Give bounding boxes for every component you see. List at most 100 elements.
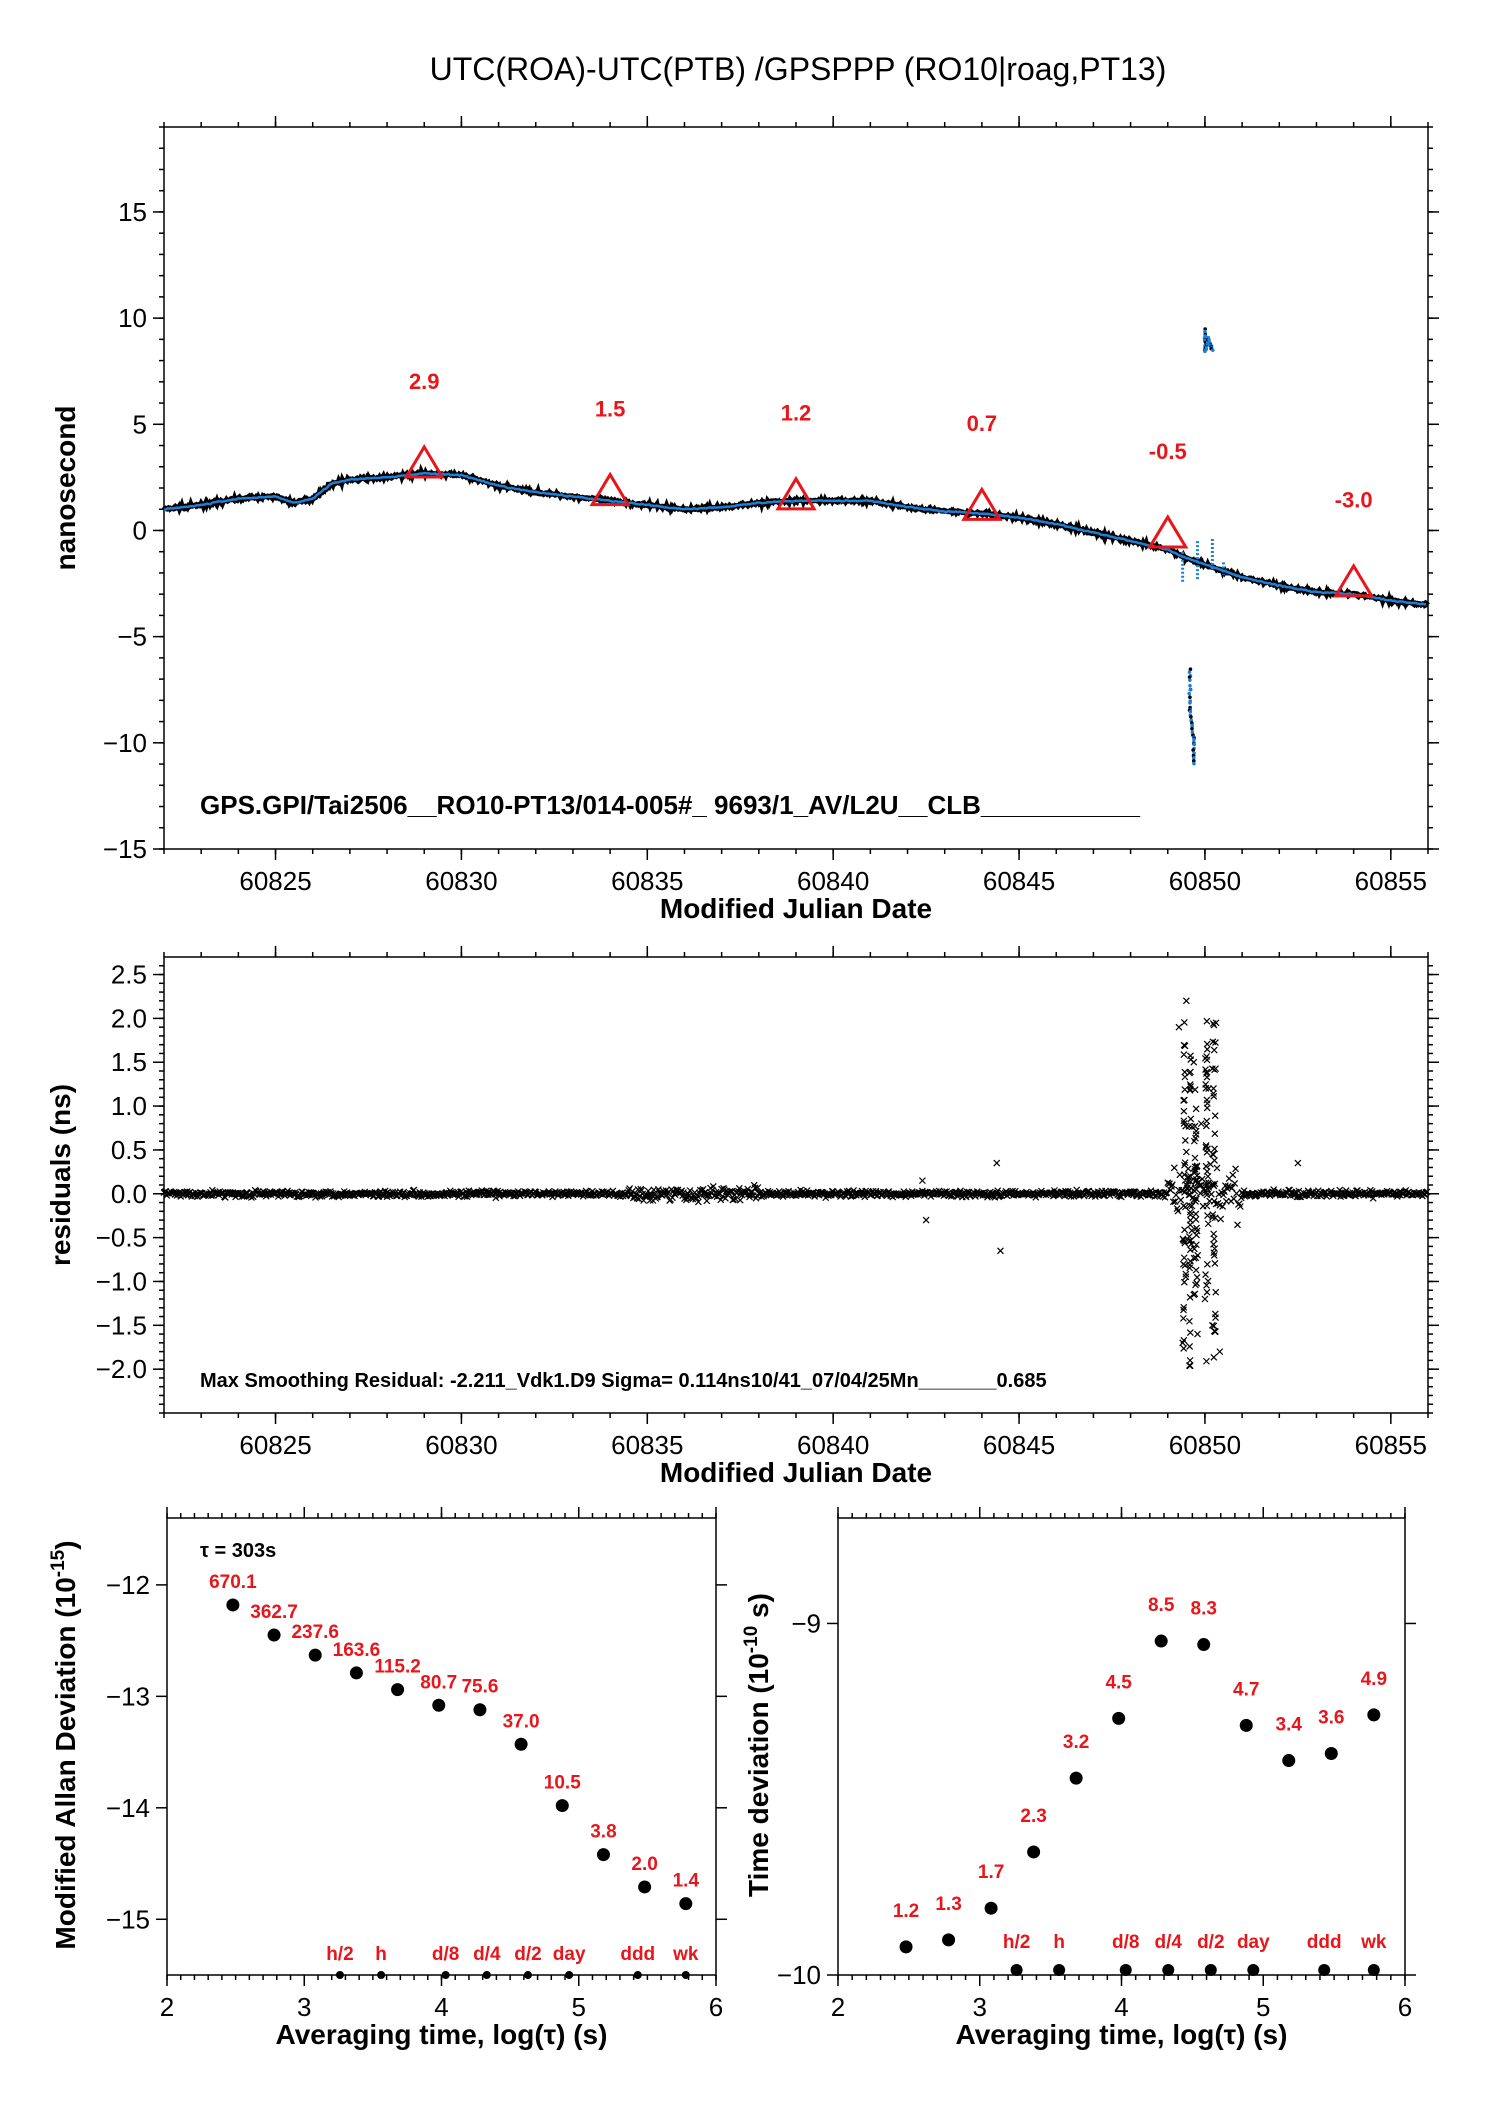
excursion-point (1188, 667, 1193, 672)
mdev-point (514, 1737, 528, 1751)
y-tick-label: −15 (103, 834, 147, 864)
scale-mark-dot (1204, 1964, 1217, 1976)
excursion-point (1188, 709, 1193, 714)
tdev-value-label: 4.5 (1105, 1672, 1132, 1693)
x-tick-label: 6 (709, 1992, 723, 2022)
residual-outlier-cluster (1179, 1017, 1220, 1370)
scale-mark-dot (377, 1971, 386, 1979)
scale-mark-dot (335, 1971, 344, 1979)
residual-outlier (1182, 997, 1190, 1005)
scale-mark-label: d/2 (514, 1944, 541, 1965)
y-tick-label: −9 (791, 1608, 821, 1638)
y-tick-label: 0.5 (111, 1135, 147, 1165)
tdev-value-label: 2.3 (1020, 1806, 1046, 1827)
scale-mark-dot (1119, 1964, 1132, 1976)
scale-mark-label: ddd (620, 1944, 655, 1965)
mdev-value-label: 1.4 (673, 1871, 700, 1892)
y-tick-label: −14 (106, 1793, 150, 1823)
excursion-point (1187, 691, 1192, 696)
tdev-point (942, 1933, 956, 1947)
excursion-point (1187, 670, 1192, 674)
tdev-value-label: 8.5 (1148, 1595, 1175, 1616)
scale-mark-label: h (1053, 1932, 1065, 1953)
y-tick-label: −5 (117, 622, 147, 652)
x-tick-label: 60825 (239, 1430, 311, 1460)
y-tick-label: 0 (133, 515, 147, 545)
x-tick-label: 4 (434, 1992, 448, 2022)
x-tick-label: 2 (831, 1992, 845, 2022)
excursion-point (1204, 347, 1208, 351)
residual-outlier (1194, 1330, 1201, 1338)
marker-label: 2.9 (409, 369, 440, 394)
excursion-point (1211, 348, 1215, 352)
tau-note: τ = 303s (200, 1540, 276, 1562)
x-tick-label: 60840 (797, 1430, 869, 1460)
tdev-point (1154, 1634, 1168, 1648)
mdev-value-label: 670.1 (209, 1572, 257, 1593)
scale-mark-dot (441, 1971, 450, 1979)
triangle-marker (403, 444, 445, 479)
y-tick-label: 0.0 (111, 1179, 147, 1209)
excursion-point (1191, 748, 1195, 752)
mdev-value-label: 362.7 (250, 1602, 298, 1623)
residual-outlier (1208, 1321, 1216, 1329)
mdev-value-label: 163.6 (333, 1640, 381, 1661)
residual-noise-band (160, 1160, 1431, 1229)
y-tick-label: 2.0 (111, 1003, 147, 1033)
scale-mark-label: d/4 (1155, 1932, 1183, 1953)
x-tick-label: 60835 (611, 866, 683, 896)
mdev-point (226, 1598, 240, 1612)
mdev-value-label: 10.5 (544, 1773, 581, 1794)
y-axis-label: Modified Allan Deviation (10-15) (48, 1540, 81, 1949)
mdev-panel: 2 3 4 5 6 −15 −14 −13 −12 Averaging time, log(τ) … (48, 1507, 727, 2050)
excursion-point (1188, 701, 1192, 705)
y-tick-label: 5 (133, 409, 147, 439)
excursion-point (1190, 726, 1194, 731)
scale-mark-dot (523, 1971, 532, 1979)
x-tick-label: 60825 (239, 866, 311, 896)
triangle-marker (1333, 562, 1375, 598)
scale-mark-label: wk (1360, 1932, 1387, 1953)
tdev-value-label: 4.9 (1361, 1669, 1387, 1690)
y-tick-label: 15 (118, 197, 147, 227)
tdev-value-label: 1.7 (978, 1862, 1004, 1883)
black-data-trace (161, 463, 1430, 611)
y-tick-label: −10 (777, 1960, 821, 1990)
scale-mark-label: d/2 (1197, 1932, 1224, 1953)
mdev-value-label: 115.2 (374, 1657, 421, 1678)
mdev-value-label: 3.8 (590, 1822, 616, 1843)
scale-mark-label: d/8 (1112, 1932, 1139, 1953)
mdev-point (555, 1799, 569, 1813)
excursion-point (1190, 730, 1195, 734)
residual-annotation: Max Smoothing Residual: -2.211_Vdk1.D9 S… (200, 1370, 1047, 1392)
x-tick-label: 3 (973, 1992, 987, 2022)
scale-mark-label: day (553, 1944, 586, 1965)
x-tick-label: 60830 (425, 1430, 497, 1460)
y-tick-label: 2.5 (111, 960, 147, 990)
excursion-point (1188, 683, 1192, 688)
x-tick-label: 3 (297, 1992, 311, 2022)
y-tick-label: −13 (106, 1681, 150, 1711)
tdev-point (1197, 1638, 1211, 1652)
plot-frame (837, 1517, 1406, 1976)
x-tick-label: 60855 (1355, 1430, 1427, 1460)
scale-mark-label: d/4 (473, 1944, 501, 1965)
triangle-marker (961, 486, 1003, 521)
marker-label: 0.7 (967, 411, 998, 436)
y-tick-label: 10 (118, 303, 147, 333)
mdev-point (391, 1683, 405, 1697)
mdev-point (596, 1848, 610, 1862)
tdev-point (1282, 1754, 1296, 1768)
scale-mark-label: ddd (1307, 1932, 1342, 1953)
tdev-value-label: 4.7 (1233, 1679, 1259, 1700)
y-axis-label: nanosecond (50, 406, 81, 571)
scale-mark-label: h/2 (326, 1944, 353, 1965)
marker-label: 1.5 (595, 396, 626, 421)
tdev-point (1069, 1771, 1083, 1785)
method-annotation: GPS.GPI/Tai2506__RO10-PT13/014-005#_ 969… (200, 790, 1141, 820)
timeseries-panel: 60825 60830 60835 60840 60845 60850 60855 −15 −1… (50, 116, 1439, 924)
x-tick-label: 60850 (1169, 866, 1241, 896)
mdev-value-label: 75.6 (461, 1677, 498, 1698)
tdev-point (984, 1901, 998, 1915)
